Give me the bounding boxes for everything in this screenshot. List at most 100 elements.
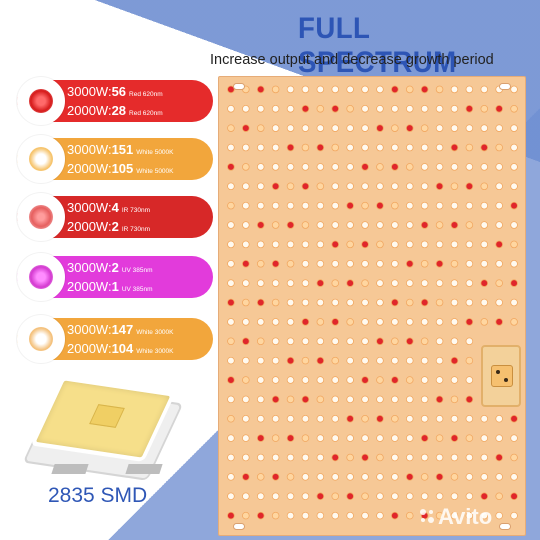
led-chip: [346, 376, 354, 384]
led-chip: [450, 376, 459, 384]
led-chip: [510, 182, 518, 191]
led-chip: [405, 105, 414, 113]
led-chip: [361, 318, 369, 326]
led-chip: [242, 337, 250, 346]
led-chip: [376, 143, 384, 152]
led-chip: [480, 240, 489, 249]
spec-text: 3000W:151 White 5000K 2000W:105 White 5000…: [67, 142, 174, 176]
led-chip: [301, 414, 310, 423]
led-chip: [420, 453, 429, 462]
led-chip: [331, 356, 340, 365]
led-chip: [391, 182, 399, 191]
spec-white-5000k-led: 3000W:151 White 5000K 2000W:105 White 5000…: [17, 135, 213, 183]
led-chip: [331, 260, 340, 268]
led-chip: [271, 492, 280, 501]
led-chip: [346, 182, 354, 191]
led-chip: [465, 279, 474, 287]
led-chip: [391, 395, 399, 404]
led-chip: [465, 298, 474, 307]
led-chip: [510, 221, 518, 229]
led-chip: [227, 337, 235, 346]
led-chip: [271, 337, 280, 346]
led-chip: [376, 453, 384, 462]
led-chip: [286, 318, 295, 326]
led-chip: [510, 318, 518, 326]
led-chip: [346, 260, 354, 268]
led-chip: [331, 337, 340, 346]
led-chip: [242, 395, 250, 404]
led-chip: [405, 473, 414, 481]
led-chip: [301, 337, 310, 346]
led-chip: [435, 201, 444, 210]
led-chip: [301, 279, 310, 287]
led-chip: [391, 221, 399, 229]
led-chip: [346, 240, 354, 249]
led-chip: [420, 376, 429, 384]
led-chip: [361, 376, 369, 384]
led-chip: [227, 182, 235, 191]
led-chip: [376, 298, 384, 307]
led-chip: [391, 143, 399, 152]
led-chip: [271, 473, 280, 481]
led-chip: [301, 221, 310, 229]
led-chip: [495, 201, 503, 210]
mounting-hole: [233, 83, 245, 90]
led-chip: [510, 492, 518, 501]
led-chip: [435, 85, 444, 94]
spec-text: 3000W:56 Red 620nm 2000W:28 Red 620nm: [67, 84, 163, 118]
led-chip: [242, 414, 250, 423]
led-chip: [465, 143, 474, 152]
led-chip: [346, 105, 354, 113]
led-chip: [391, 201, 399, 210]
led-chip: [510, 279, 518, 287]
watermark-text: Avito: [438, 504, 493, 529]
led-chip: [227, 240, 235, 249]
led-chip: [301, 318, 310, 326]
led-chip: [465, 240, 474, 249]
led-chip: [331, 298, 340, 307]
led-chip: [405, 124, 414, 132]
led-chip: [465, 337, 474, 346]
led-chip: [271, 298, 280, 307]
led-chip: [256, 279, 265, 287]
led-chip: [480, 492, 489, 501]
led-chip: [420, 318, 429, 326]
led-chip: [271, 163, 280, 171]
led-chip: [510, 473, 518, 481]
led-chip: [480, 414, 489, 423]
led-chip: [420, 105, 429, 113]
led-chip: [495, 105, 503, 113]
led-chip: [480, 318, 489, 326]
led-chip: [271, 376, 280, 384]
led-chip: [405, 201, 414, 210]
led-chip: [316, 201, 325, 210]
led-chip: [286, 356, 295, 365]
uv-led-icon: [17, 253, 65, 301]
led-chip: [256, 240, 265, 249]
led-chip: [242, 453, 250, 462]
avito-logo-icon: [420, 509, 434, 523]
led-chip: [316, 318, 325, 326]
led-chip: [510, 414, 518, 423]
led-chip: [256, 221, 265, 229]
led-chip: [227, 221, 235, 229]
spec-ir-led: 3000W:4 IR 730nm 2000W:2 IR 730nm: [17, 193, 213, 241]
led-chip: [361, 337, 369, 346]
led-chip: [331, 414, 340, 423]
led-chip: [286, 163, 295, 171]
led-chip: [361, 511, 369, 520]
led-chip: [256, 85, 265, 94]
led-chip: [376, 260, 384, 268]
led-chip: [242, 201, 250, 210]
led-chip: [435, 298, 444, 307]
led-chip: [405, 434, 414, 442]
led-chip: [242, 240, 250, 249]
led-chip: [435, 143, 444, 152]
led-panel: [218, 76, 526, 536]
led-chip: [271, 453, 280, 462]
led-chip: [480, 143, 489, 152]
led-chip: [495, 318, 503, 326]
led-chip: [435, 511, 444, 520]
led-chip: [391, 414, 399, 423]
led-chip: [331, 201, 340, 210]
